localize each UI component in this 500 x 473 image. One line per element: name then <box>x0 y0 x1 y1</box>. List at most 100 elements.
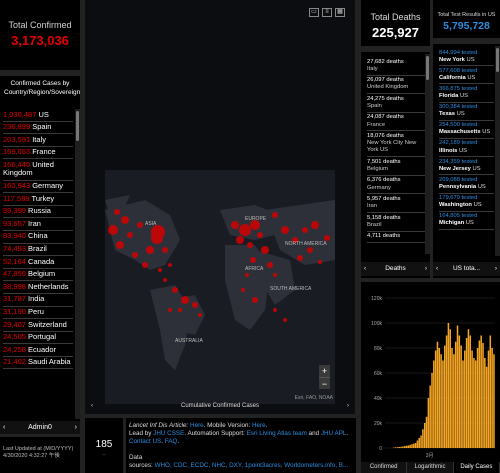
confirmed-list-item[interactable]: 93,657 Iran <box>3 218 73 231</box>
confirmed-list-item[interactable]: 47,859 Belgium <box>3 269 73 282</box>
deaths-list-item[interactable]: 5,957 deaths Iran <box>367 194 425 214</box>
confirmed-list-item[interactable]: 99,399 Russia <box>3 206 73 219</box>
deaths-list[interactable]: 27,682 deaths Italy 26,097 deaths United Ki… <box>361 52 430 243</box>
deaths-list-item[interactable]: 7,501 deaths Belgium <box>367 157 425 176</box>
tested-country: US <box>472 165 481 172</box>
tested-state: California <box>439 74 466 81</box>
confirmed-scrollbar[interactable] <box>75 109 80 419</box>
confirmed-country: Ecuador <box>28 344 56 354</box>
tested-list-item[interactable]: 242,189 tested Illinois US <box>439 139 494 158</box>
tested-country: US <box>477 183 486 190</box>
deaths-list-item[interactable]: 18,076 deaths New York City New York US <box>367 131 425 158</box>
tab-prev-arrow-icon[interactable]: ‹ <box>3 424 6 431</box>
total-deaths-label: Total Deaths <box>370 12 421 22</box>
total-confirmed-panel: Total Confirmed 3,173,036 <box>0 0 80 70</box>
deaths-list-item[interactable]: 5,158 deaths Brazil <box>367 213 425 232</box>
tab-confirmed-chart[interactable]: Confirmed <box>361 462 408 473</box>
deaths-list-item[interactable]: 24,087 deaths France <box>367 113 425 132</box>
tested-list-item[interactable]: 164,805 tested Michigan US <box>439 212 494 230</box>
tab-us-total[interactable]: US tota... <box>452 265 481 272</box>
tested-count: 179,679 tested <box>439 195 478 201</box>
tested-list-item[interactable]: 209,088 tested Pennsylvania US <box>439 175 494 194</box>
tested-count: 366,875 tested <box>439 85 478 92</box>
bookmark-icon[interactable]: ▭ <box>309 8 319 17</box>
deaths-scrollbar[interactable] <box>425 54 430 254</box>
confirmed-list-item[interactable]: 1,030,487 US <box>3 109 73 122</box>
tab-next-arrow-icon[interactable]: › <box>74 424 77 431</box>
deaths-list-item[interactable]: 27,682 deaths Italy <box>367 57 425 76</box>
tested-list-item[interactable]: 179,679 tested Washington US <box>439 194 494 212</box>
confirmed-list-item[interactable]: 203,591 Italy <box>3 134 73 147</box>
chart-bar <box>469 335 472 448</box>
tested-list-item[interactable]: 366,875 tested Florida US <box>439 84 494 103</box>
zoom-in-button[interactable]: + <box>321 366 328 376</box>
tab-logarithmic-chart[interactable]: Logarithmic <box>407 462 454 473</box>
confirmed-list[interactable]: 1,030,487 US 236,899 Spain 203,591 Italy 16… <box>0 109 80 370</box>
confirmed-count: 31,787 <box>3 294 26 304</box>
deaths-count: 26,097 deaths <box>367 77 404 84</box>
tested-list-item[interactable]: 254,500 tested Massachusetts US <box>439 121 494 139</box>
confirmed-list-item[interactable]: 169,053 France <box>3 147 73 160</box>
confirmed-list-item[interactable]: 24,505 Portugal <box>3 332 73 345</box>
jhu-apl-link[interactable]: JHU APL <box>320 430 347 437</box>
faq-link[interactable]: FAQ <box>164 438 178 445</box>
list-icon[interactable]: ≡ <box>322 8 332 17</box>
tested-list-item[interactable]: 844,994 tested New York US <box>439 48 494 67</box>
confirmed-list-item[interactable]: 117,589 Turkey <box>3 193 73 206</box>
chart-bar <box>447 323 450 448</box>
mobile-version-link[interactable]: Here <box>251 422 266 429</box>
confirmed-list-item[interactable]: 24,258 Ecuador <box>3 344 73 357</box>
tested-prev-arrow-icon[interactable]: ‹ <box>436 265 439 272</box>
tab-deaths[interactable]: Deaths <box>385 265 406 272</box>
confirmed-list-item[interactable]: 29,407 Switzerland <box>3 319 73 332</box>
tab-admin0[interactable]: Admin0 <box>28 424 52 431</box>
contact-us-link[interactable]: Contact US <box>129 438 162 445</box>
confirmed-count: 83,940 <box>3 231 26 241</box>
map-panel[interactable]: ▭ ≡ ▦ <box>85 0 355 414</box>
deaths-list-item[interactable]: 4,711 deaths <box>367 232 425 243</box>
tab-daily-cases-chart[interactable]: Daily Cases <box>453 462 500 473</box>
confirmed-list-item[interactable]: 236,899 Spain <box>3 122 73 135</box>
jhu-csse-link[interactable]: JHU CSSE <box>153 430 185 437</box>
zoom-out-button[interactable]: − <box>319 377 330 389</box>
tested-next-arrow-icon[interactable]: › <box>494 265 497 272</box>
tested-list-item[interactable]: 300,384 tested Texas US <box>439 103 494 121</box>
chart-bar <box>398 447 400 448</box>
esri-link[interactable]: Esri Living Atlas team <box>246 430 307 437</box>
last-updated-value: 4/30/2020 4:32:27 午後 <box>3 453 60 459</box>
lancet-article-link[interactable]: Here <box>190 422 204 429</box>
world-map[interactable]: ASIA EUROPE AFRICA AUSTRALIA NORTH AMERI… <box>105 170 335 404</box>
confirmed-list-item[interactable]: 83,940 China <box>3 231 73 244</box>
confirmed-list-tabs[interactable]: ‹ Admin0 › <box>0 421 80 434</box>
tested-tabs[interactable]: ‹ US tota... › <box>433 262 500 276</box>
confirmed-list-item[interactable]: 38,998 Netherlands <box>3 281 73 294</box>
confirmed-list-item[interactable]: 21,402 Saudi Arabia <box>3 357 73 370</box>
map-next-arrow-icon[interactable]: › <box>347 403 349 409</box>
tested-list-item[interactable]: 234,359 tested New Jersey US <box>439 157 494 176</box>
chart-x-tick-label: 3月 <box>426 453 434 459</box>
confirmed-list-item[interactable]: 31,190 Peru <box>3 307 73 320</box>
confirmed-list-item[interactable]: 31,787 India <box>3 294 73 307</box>
deaths-list-item[interactable]: 24,275 deaths Spain <box>367 94 425 113</box>
deaths-list-item[interactable]: 6,376 deaths Germany <box>367 176 425 195</box>
tested-list[interactable]: 844,994 tested New York US 577,608 tested C… <box>433 44 500 230</box>
chart-y-tick-label: 20k <box>374 421 383 427</box>
confirmed-list-item[interactable]: 74,493 Brazil <box>3 244 73 257</box>
map-prev-arrow-icon[interactable]: ‹ <box>91 403 93 409</box>
deaths-tabs[interactable]: ‹ Deaths › <box>361 262 430 276</box>
grid-icon[interactable]: ▦ <box>335 8 345 17</box>
confirmed-list-item[interactable]: 160,943 Germany <box>3 181 73 194</box>
tested-scrollbar[interactable] <box>495 46 500 256</box>
chart-bar <box>442 360 444 448</box>
data-sources-links[interactable]: WHO, CDC, ECDC, NHC, DXY, 1point3acres, … <box>154 462 349 469</box>
total-tested-panel: Total Test Results in US 5,795,728 <box>433 0 500 38</box>
deaths-prev-arrow-icon[interactable]: ‹ <box>364 265 367 272</box>
tested-list-item[interactable]: 577,608 tested California US <box>439 66 494 85</box>
chart-bar <box>454 341 457 448</box>
deaths-location: Iran <box>367 203 377 210</box>
chart-bar <box>482 343 484 448</box>
deaths-list-item[interactable]: 26,097 deaths United Kingdom <box>367 76 425 95</box>
confirmed-list-item[interactable]: 166,440 United Kingdom <box>3 159 73 181</box>
deaths-next-arrow-icon[interactable]: › <box>424 265 427 272</box>
confirmed-list-item[interactable]: 52,164 Canada <box>3 256 73 269</box>
